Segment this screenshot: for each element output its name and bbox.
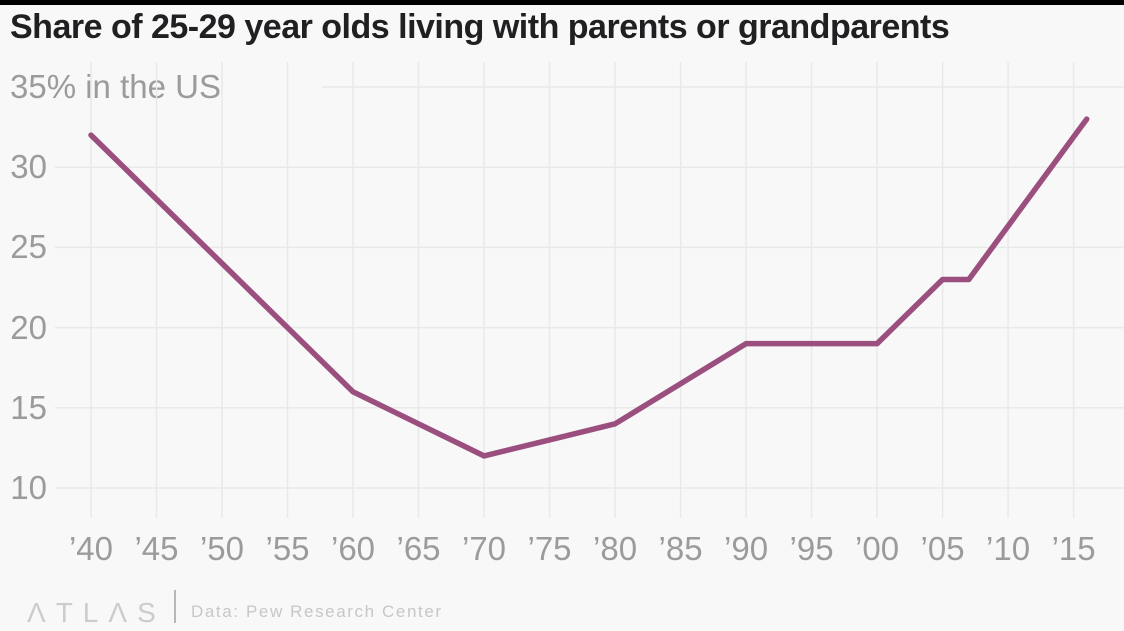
- chart-title: Share of 25-29 year olds living with par…: [10, 8, 950, 46]
- x-tick-label: ’50: [199, 530, 245, 567]
- x-tick-label: ’40: [68, 530, 114, 567]
- x-tick-label: ’60: [330, 530, 376, 567]
- x-tick-label: ’75: [527, 530, 572, 567]
- share-line-series: [88, 116, 1090, 459]
- y-tick-label: 25: [10, 228, 47, 266]
- y-tick-label: 30: [10, 148, 47, 186]
- x-tick-label: ’15: [1051, 530, 1096, 567]
- y-tick-label: 15: [10, 388, 47, 426]
- y-tick-label: 20: [10, 308, 47, 346]
- data-series: [88, 116, 1090, 459]
- atlas-logo: ΛTLΛS: [27, 597, 166, 628]
- x-tick-label: ’90: [724, 530, 769, 567]
- footer-divider: [174, 590, 176, 623]
- y-axis-top-label: 35% in the US: [10, 68, 221, 105]
- x-tick-label: ’95: [789, 530, 834, 567]
- x-tick-label: ’55: [265, 530, 310, 567]
- x-tick-label: ’45: [134, 530, 179, 567]
- data-source-credit: Data: Pew Research Center: [191, 602, 443, 621]
- x-tick-label: ’65: [396, 530, 441, 567]
- x-tick-label: ’70: [462, 530, 507, 567]
- top-border-bar: [0, 0, 1124, 5]
- y-tick-label: 10: [10, 469, 47, 506]
- x-tick-label: ’00: [855, 530, 900, 567]
- x-tick-label: ’05: [920, 530, 965, 567]
- gridlines: [55, 62, 1124, 518]
- x-tick-label: ’85: [658, 530, 703, 567]
- x-tick-label: ’80: [593, 530, 638, 567]
- x-tick-label: ’10: [986, 530, 1031, 567]
